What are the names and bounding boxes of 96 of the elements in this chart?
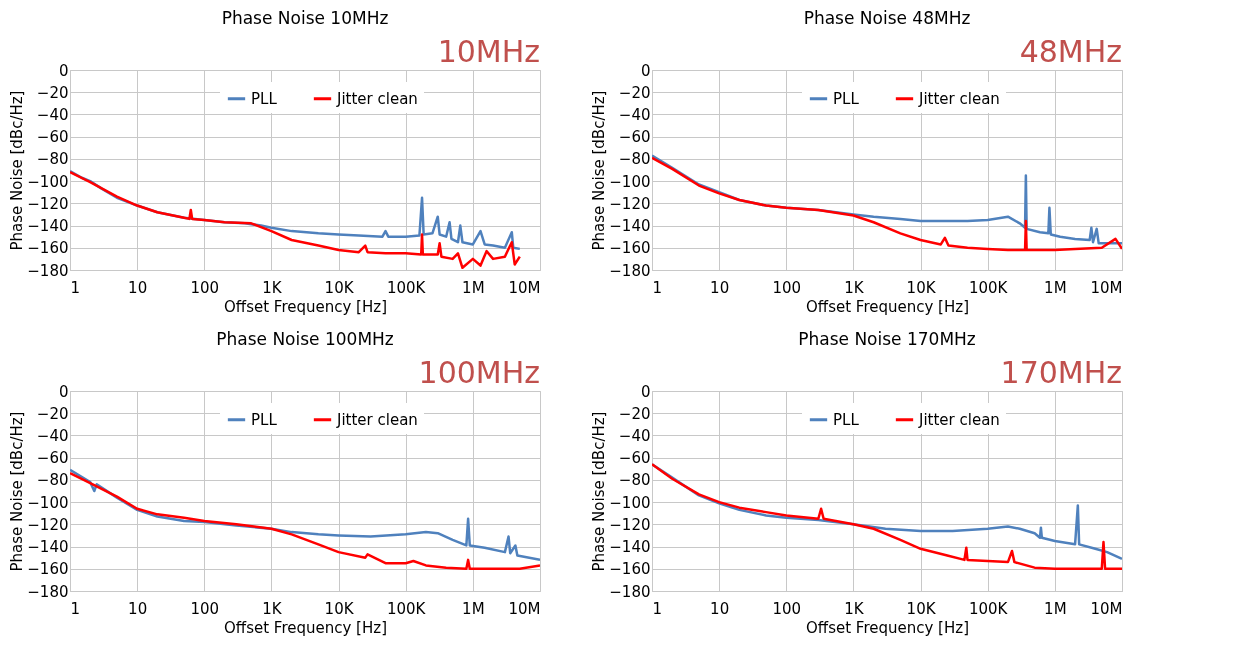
y-tick-label: −140 — [609, 538, 651, 557]
legend-label: Jitter clean — [336, 89, 418, 108]
x-tick-label: 10 — [128, 278, 148, 297]
legend-label: PLL — [833, 89, 860, 108]
x-tick-label: 100K — [386, 599, 427, 618]
x-tick-label: 1K — [262, 278, 283, 297]
x-tick-label: 1M — [1044, 278, 1067, 297]
x-axis-title: Offset Frequency [Hz] — [224, 297, 387, 316]
y-tick-label: 0 — [58, 61, 69, 80]
x-tick-label: 10 — [128, 599, 148, 618]
x-tick-label: 100 — [772, 599, 802, 618]
y-tick-label: −180 — [609, 582, 651, 601]
y-axis-title: Phase Noise [dBc/Hz] — [8, 411, 27, 572]
y-tick-label: −140 — [27, 217, 69, 236]
y-tick-label: −160 — [27, 239, 69, 258]
chart-title: Phase Noise 10MHz — [221, 8, 389, 28]
x-tick-label: 1 — [652, 278, 663, 297]
y-tick-label: −100 — [609, 172, 651, 191]
y-tick-label: −20 — [618, 83, 651, 102]
x-tick-label: 1K — [262, 599, 283, 618]
y-tick-label: −120 — [609, 194, 651, 213]
y-tick-label: −20 — [36, 404, 69, 423]
y-tick-label: 0 — [58, 382, 69, 401]
y-tick-label: −60 — [36, 449, 69, 468]
y-tick-label: −80 — [618, 150, 651, 169]
y-tick-label: −180 — [609, 261, 651, 280]
text: 10MHz — [437, 34, 540, 69]
y-tick-label: −20 — [618, 404, 651, 423]
x-tick-label: 100K — [968, 599, 1009, 618]
x-tick-label: 10K — [906, 278, 937, 297]
y-tick-label: −60 — [36, 128, 69, 147]
y-tick-label: −100 — [27, 172, 69, 191]
y-tick-label: −40 — [618, 105, 651, 124]
y-axis-title: Phase Noise [dBc/Hz] — [590, 411, 609, 572]
text: 48MHz — [1019, 34, 1122, 69]
x-tick-label: 1K — [844, 278, 865, 297]
y-tick-label: −120 — [27, 194, 69, 213]
y-tick-label: −140 — [27, 538, 69, 557]
x-tick-label: 10M — [1090, 599, 1123, 618]
y-tick-label: −60 — [618, 128, 651, 147]
chart-title: Phase Noise 100MHz — [216, 329, 394, 349]
y-tick-label: −160 — [27, 560, 69, 579]
y-tick-label: −80 — [618, 471, 651, 490]
x-tick-label: 10M — [508, 599, 541, 618]
y-tick-label: −40 — [36, 105, 69, 124]
x-tick-label: 100K — [386, 278, 427, 297]
x-tick-label: 100K — [968, 278, 1009, 297]
y-tick-label: −20 — [36, 83, 69, 102]
y-tick-label: −40 — [36, 426, 69, 445]
x-tick-label: 10K — [324, 278, 355, 297]
y-tick-label: −120 — [27, 515, 69, 534]
x-axis-title: Offset Frequency [Hz] — [224, 618, 387, 637]
x-tick-label: 10K — [324, 599, 355, 618]
y-tick-label: 0 — [640, 61, 651, 80]
x-tick-label: 100 — [190, 278, 220, 297]
x-tick-label: 100 — [772, 278, 802, 297]
x-tick-label: 1 — [70, 278, 81, 297]
x-axis-title: Offset Frequency [Hz] — [806, 618, 969, 637]
x-tick-label: 10 — [710, 599, 730, 618]
x-tick-label: 10M — [1090, 278, 1123, 297]
x-tick-label: 1 — [652, 599, 663, 618]
legend-label: Jitter clean — [918, 410, 1000, 429]
y-axis-title: Phase Noise [dBc/Hz] — [590, 90, 609, 251]
legend-label: Jitter clean — [918, 89, 1000, 108]
x-tick-label: 1M — [462, 278, 485, 297]
legend-label: PLL — [251, 89, 278, 108]
y-tick-label: −180 — [27, 582, 69, 601]
y-tick-label: −80 — [36, 150, 69, 169]
y-tick-label: −180 — [27, 261, 69, 280]
x-tick-label: 1K — [844, 599, 865, 618]
x-tick-label: 10 — [710, 278, 730, 297]
y-tick-label: −100 — [27, 493, 69, 512]
x-tick-label: 1M — [462, 599, 485, 618]
x-tick-label: 100 — [190, 599, 220, 618]
y-tick-label: −100 — [609, 493, 651, 512]
legend-label: PLL — [251, 410, 278, 429]
chart-title: Phase Noise 48MHz — [803, 8, 971, 28]
y-tick-label: −40 — [618, 426, 651, 445]
y-tick-label: −80 — [36, 471, 69, 490]
text: 100MHz — [418, 355, 540, 390]
x-tick-label: 1 — [70, 599, 81, 618]
x-tick-label: 10M — [508, 278, 541, 297]
y-axis-title: Phase Noise [dBc/Hz] — [8, 90, 27, 251]
x-tick-label: 1M — [1044, 599, 1067, 618]
y-tick-label: −60 — [618, 449, 651, 468]
y-tick-label: −140 — [609, 217, 651, 236]
legend-label: Jitter clean — [336, 410, 418, 429]
x-tick-label: 10K — [906, 599, 937, 618]
legend-label: PLL — [833, 410, 860, 429]
y-tick-label: 0 — [640, 382, 651, 401]
x-axis-title: Offset Frequency [Hz] — [806, 297, 969, 316]
y-tick-label: −160 — [609, 560, 651, 579]
text: 170MHz — [1000, 355, 1122, 390]
chart-title: Phase Noise 170MHz — [798, 329, 976, 349]
y-tick-label: −120 — [609, 515, 651, 534]
y-tick-label: −160 — [609, 239, 651, 258]
